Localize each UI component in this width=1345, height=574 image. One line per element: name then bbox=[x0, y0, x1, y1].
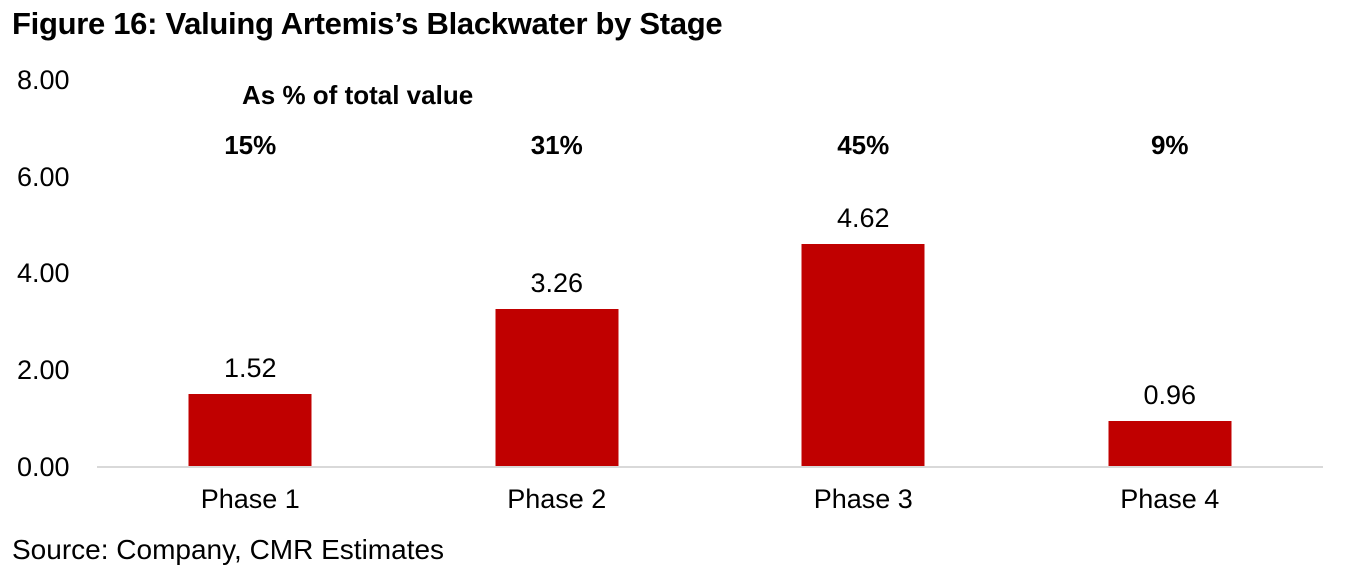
bar-group: 45% 4.62 Phase 3 bbox=[710, 80, 1017, 514]
figure-title: Figure 16: Valuing Artemis’s Blackwater … bbox=[12, 6, 723, 41]
value-label: 1.52 bbox=[223, 352, 277, 383]
source-note: Source: Company, CMR Estimates bbox=[12, 534, 445, 565]
bar-group: 9% 0.96 Phase 4 bbox=[1017, 80, 1324, 514]
category-label: Phase 3 bbox=[813, 484, 913, 514]
value-label: 4.62 bbox=[836, 202, 890, 233]
y-tick-label: 8.00 bbox=[17, 65, 70, 95]
percent-label: 31% bbox=[530, 130, 583, 160]
bar bbox=[495, 309, 619, 467]
bar bbox=[188, 393, 312, 467]
percent-label: 15% bbox=[224, 130, 277, 160]
y-tick-label: 6.00 bbox=[17, 162, 70, 192]
category-label: Phase 1 bbox=[200, 484, 300, 514]
y-tick-label: 2.00 bbox=[17, 355, 70, 385]
category-label: Phase 2 bbox=[507, 484, 607, 514]
y-tick-label: 0.00 bbox=[17, 452, 70, 482]
plot-area: 15% 1.52 Phase 1 31% 3.26 Phase 2 45% 4.62 Phase… bbox=[97, 80, 1324, 514]
value-label: 0.96 bbox=[1143, 379, 1197, 410]
percent-label: 9% bbox=[1150, 130, 1189, 160]
percent-label: 45% bbox=[837, 130, 890, 160]
x-axis-line bbox=[97, 466, 1323, 468]
category-label: Phase 4 bbox=[1120, 484, 1220, 514]
bar bbox=[801, 243, 925, 467]
value-label: 3.26 bbox=[530, 268, 584, 299]
y-tick-label: 4.00 bbox=[17, 258, 70, 288]
percent-annotation: As % of total value bbox=[242, 80, 474, 110]
bar bbox=[1108, 420, 1232, 467]
bar-group: 15% 1.52 Phase 1 bbox=[97, 80, 404, 514]
bar-group: 31% 3.26 Phase 2 bbox=[404, 80, 711, 514]
